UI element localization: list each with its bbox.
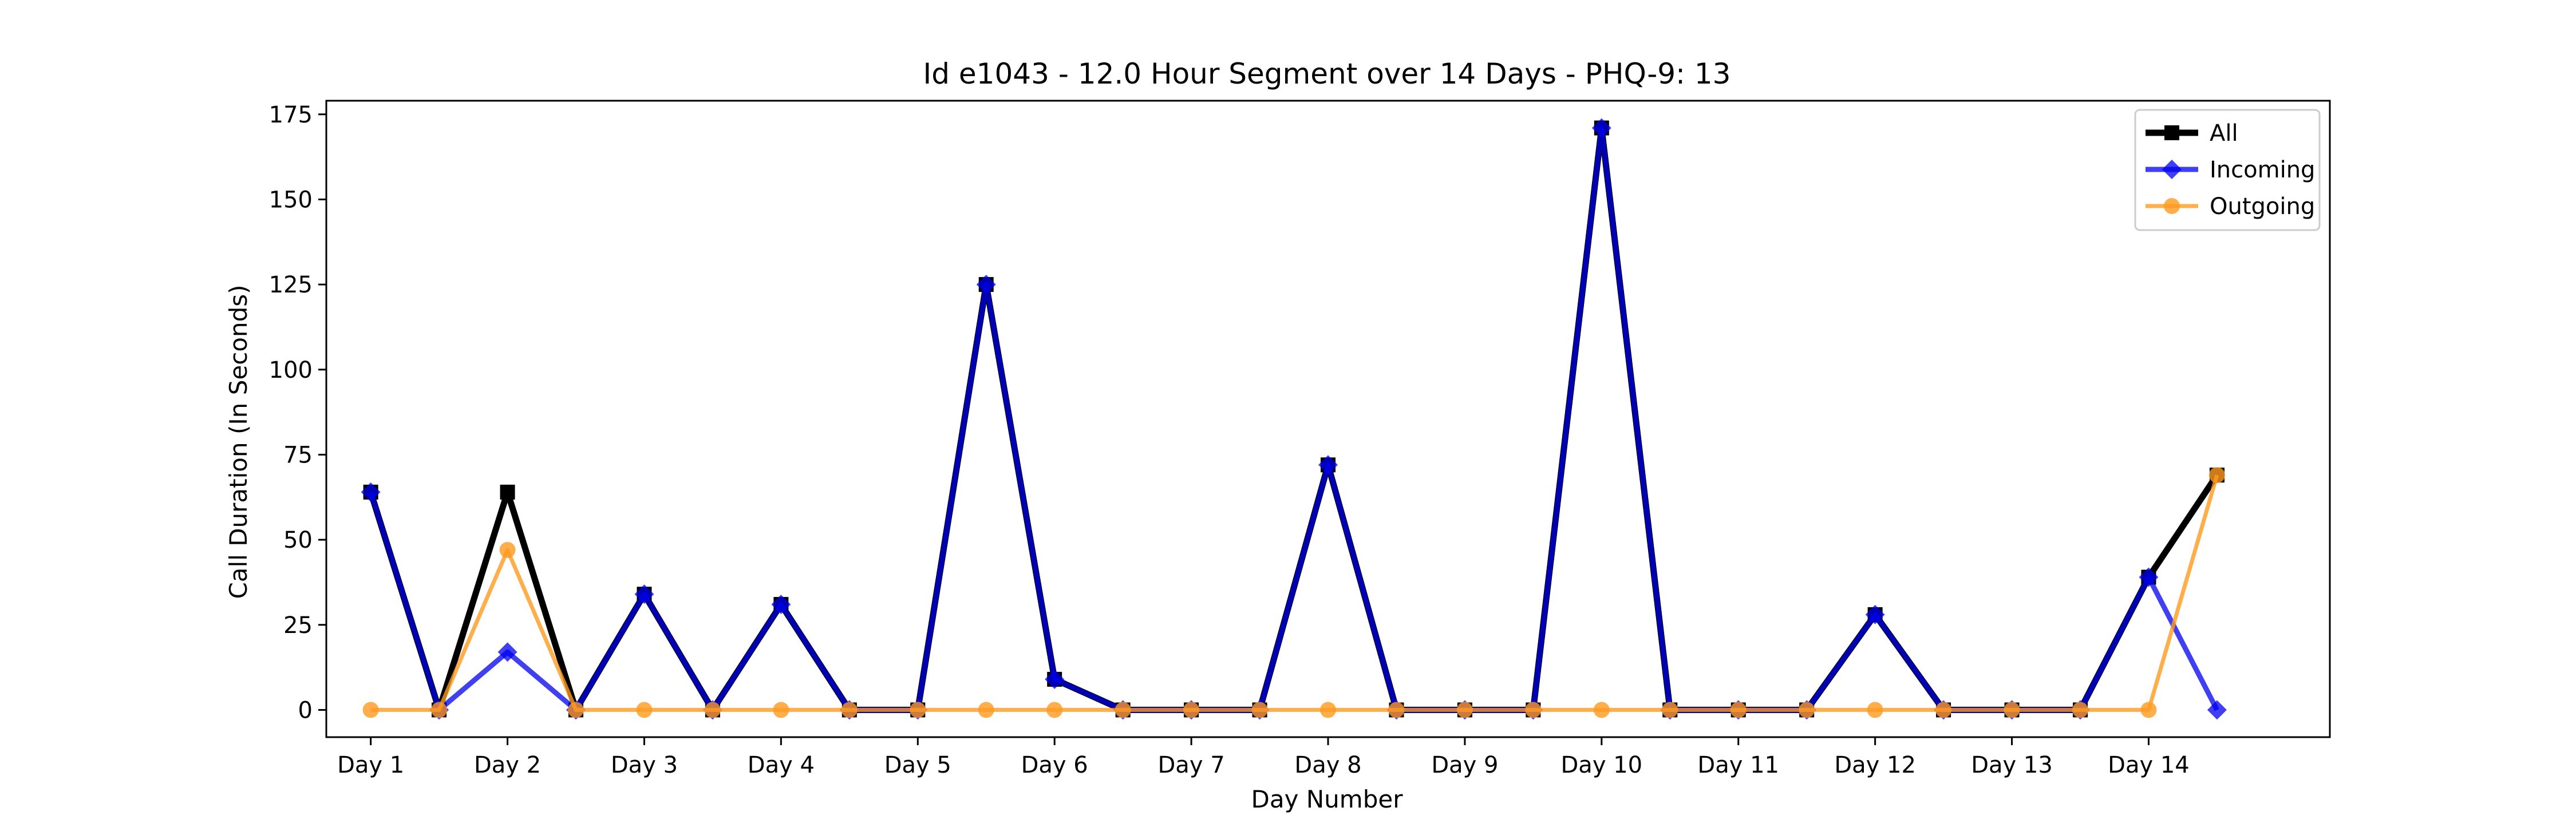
legend-box [2134,109,2321,231]
data-point-outgoing [499,541,516,558]
data-point-outgoing [1388,702,1405,718]
data-point-outgoing [1799,702,1815,718]
data-point-outgoing [362,702,379,718]
data-point-outgoing [1046,702,1063,718]
data-point-outgoing [1183,702,1200,718]
x-tick-label: Day 4 [748,752,815,778]
data-point-outgoing [1525,702,1542,718]
x-tick-label: Day 8 [1294,752,1361,778]
x-tick-label: Day 9 [1431,752,1498,778]
y-tick-label: 50 [283,527,313,553]
legend-marker-all [2164,125,2179,140]
y-tick-label: 0 [298,697,313,723]
x-tick-label: Day 12 [1834,752,1916,778]
y-axis-label: Call Duration (In Seconds) [224,284,252,599]
data-point-outgoing [2004,702,2020,718]
data-point-incoming [1591,118,1611,138]
plot-frame [325,100,2331,738]
series-line-all [368,125,2220,713]
x-tick-label: Day 7 [1158,752,1225,778]
data-point-outgoing [1662,702,1678,718]
data-point-outgoing [431,702,448,718]
legend-marker-incoming [2162,160,2182,179]
x-tick-label: Day 13 [1971,752,2053,778]
y-tick-label: 25 [283,612,313,639]
x-tick-label: Day 5 [884,752,951,778]
data-point-outgoing [1456,702,1473,718]
data-point-outgoing [2140,702,2157,718]
data-point-all [500,484,515,500]
legend: All Incoming Outgoing [2134,109,2321,231]
x-tick-label: Day 1 [337,752,404,778]
data-point-incoming [2207,700,2227,720]
y-tick-label: 75 [283,442,313,468]
data-point-outgoing [2072,702,2088,718]
data-point-outgoing [1935,702,1952,718]
data-point-incoming [1865,604,1885,624]
data-point-outgoing [568,702,584,718]
data-point-outgoing [910,702,926,718]
y-tick-label: 150 [269,187,313,213]
data-point-outgoing [1867,702,1883,718]
data-point-incoming [771,595,791,615]
data-point-outgoing [1251,702,1268,718]
x-axis-label: Day Number [1251,785,1403,813]
legend-label-all: All [2210,120,2238,147]
data-point-incoming [1318,455,1338,475]
y-tick-label: 175 [269,102,313,128]
data-point-incoming [634,584,654,604]
x-tick-label: Day 11 [1697,752,1779,778]
legend-marker-outgoing [2164,198,2180,214]
data-point-incoming [497,642,517,662]
data-point-outgoing [2208,467,2225,484]
series-line-outgoing [370,474,2219,712]
x-tick-label: Day 2 [474,752,541,778]
data-point-outgoing [636,702,653,718]
data-point-outgoing [773,702,789,718]
data-point-outgoing [1320,702,1336,718]
legend-label-outgoing: Outgoing [2210,193,2315,220]
data-point-outgoing [978,702,994,718]
data-point-outgoing [1593,702,1610,718]
y-tick-label: 125 [269,272,313,298]
x-tick-label: Day 10 [1561,752,1643,778]
series-line-incoming [368,125,2219,713]
chart-title: Id e1043 - 12.0 Hour Segment over 14 Day… [923,57,1731,90]
y-tick-label: 100 [269,357,313,383]
data-point-outgoing [704,702,721,718]
data-point-incoming [361,482,381,502]
data-point-outgoing [841,702,858,718]
legend-label-incoming: Incoming [2210,157,2315,183]
data-point-outgoing [1115,702,1131,718]
x-tick-label: Day 3 [611,752,678,778]
data-point-incoming [2139,567,2159,587]
data-point-incoming [976,275,996,295]
x-tick-label: Day 14 [2108,752,2190,778]
plot-area: 0 25 50 75 100 125 150 175 Day 1 Day 2 Day 3 Day 4 D… [269,100,2331,778]
x-tick-label: Day 6 [1021,752,1088,778]
data-point-incoming [1045,669,1065,689]
data-point-outgoing [1730,702,1747,718]
